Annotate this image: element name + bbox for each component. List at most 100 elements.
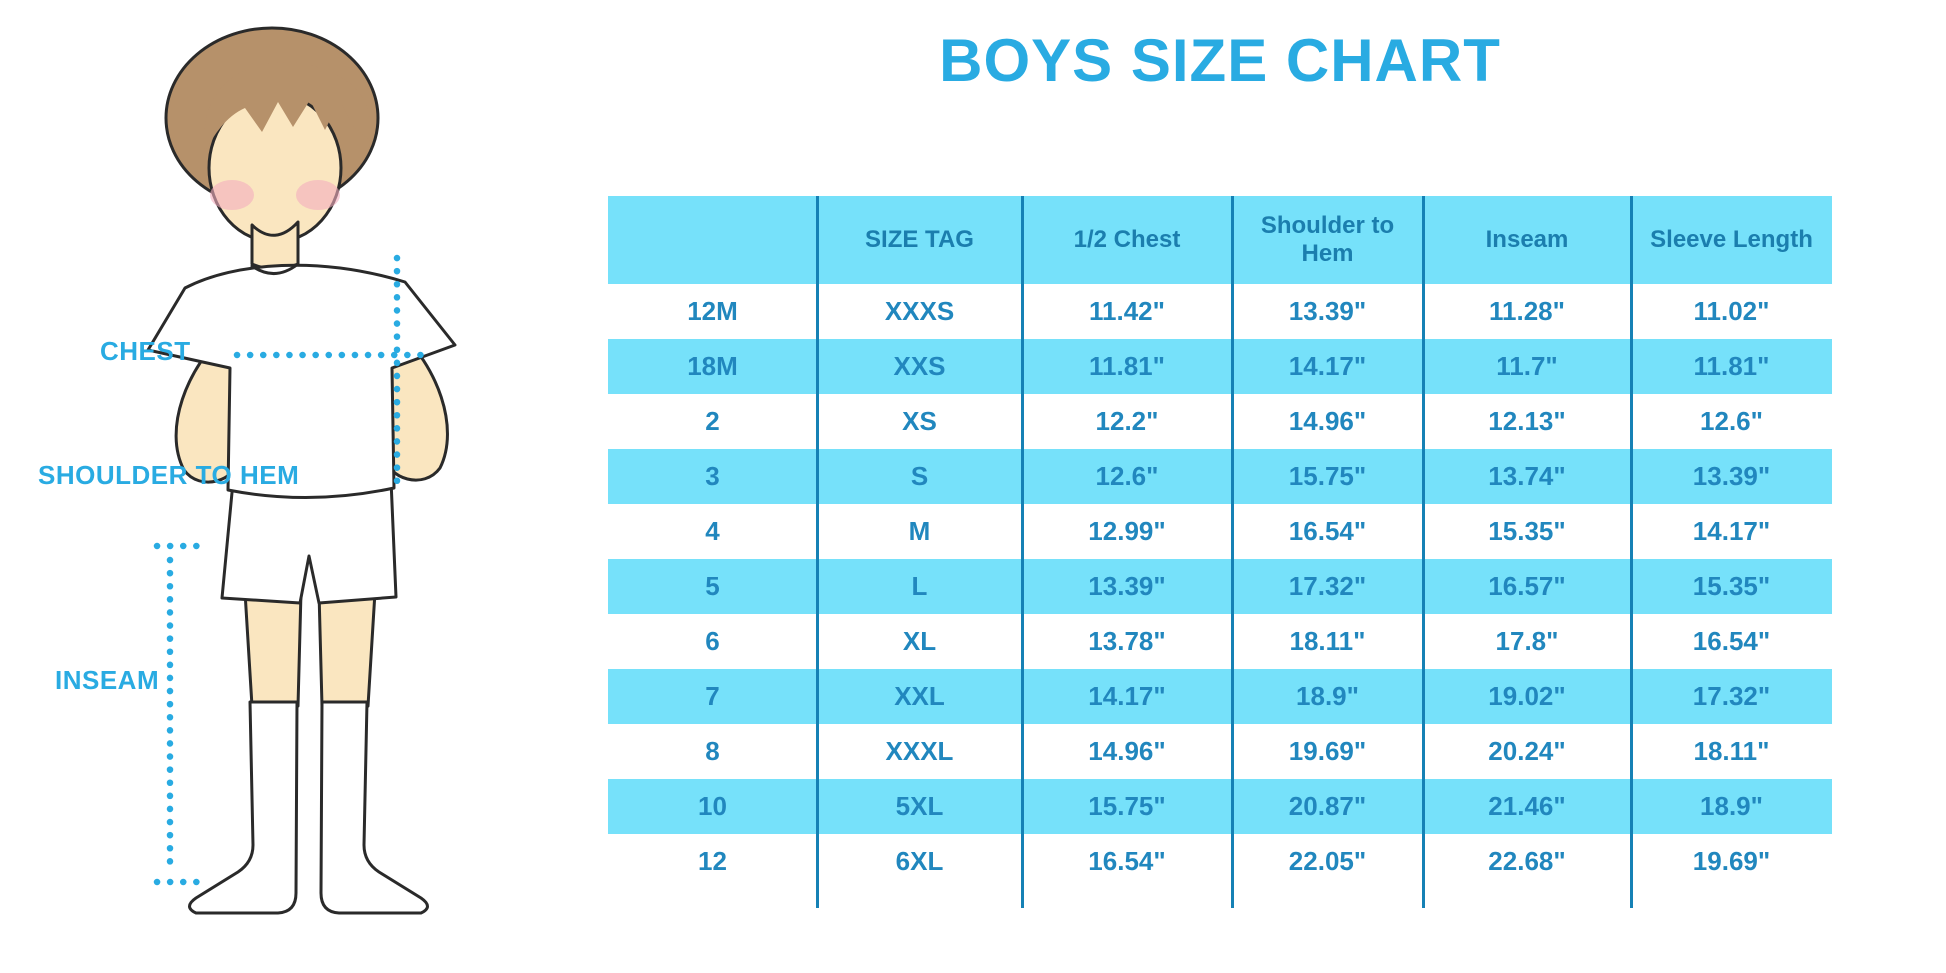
measurement-cell: 21.46" <box>1488 791 1566 821</box>
table-header-row: SIZE TAG 1/2 Chest Shoulder to Hem Inseam Sl… <box>608 196 1832 284</box>
column-header: Inseam <box>1485 226 1569 254</box>
measurement-cell: 16.57" <box>1488 571 1566 601</box>
measurement-cell: M <box>908 516 931 546</box>
measurement-cell: XS <box>902 406 937 436</box>
table-row: 6 XL 13.78" 18.11" 17.8" 16.54" <box>608 614 1832 669</box>
measurement-cell: 16.54" <box>1088 846 1166 876</box>
inseam-label: INSEAM <box>55 665 160 695</box>
measurement-cell: 19.69" <box>1692 846 1771 876</box>
measurement-cell: 5XL <box>895 791 944 821</box>
t-shirt <box>146 263 457 500</box>
measurement-cell: 15.35" <box>1488 516 1566 546</box>
measurement-cell: 14.17" <box>1692 516 1771 546</box>
measurement-cell: 22.05" <box>1288 846 1367 876</box>
boy-illustration: CHEST SHOULDER TO HEM INSEAM <box>0 0 520 973</box>
table-row: 18M XXS 11.81" 14.17" 11.7" 11.81" <box>608 339 1832 394</box>
measurement-cell: 20.87" <box>1288 791 1367 821</box>
size-cell: 6 <box>705 626 720 656</box>
measurement-cell: XXS <box>893 351 946 381</box>
table-row: 2 XS 12.2" 14.96" 12.13" 12.6" <box>608 394 1832 449</box>
table-row: 12M XXXS 11.42" 13.39" 11.28" 11.02" <box>608 284 1832 339</box>
measurement-cell: 18.11" <box>1289 626 1366 656</box>
size-cell: 12 <box>698 846 727 876</box>
table-body: 12M XXXS 11.42" 13.39" 11.28" 11.02" 18M XXS 11.… <box>608 284 1832 889</box>
column-divider-line <box>1230 196 1234 908</box>
measurement-cell: S <box>910 461 929 491</box>
size-cell: 5 <box>705 571 720 601</box>
measurement-cell: 13.78" <box>1088 626 1166 656</box>
hair-fringe <box>204 62 372 152</box>
size-cell: 2 <box>705 406 720 436</box>
right-leg <box>317 590 377 708</box>
measurement-cell: 15.75" <box>1288 461 1367 491</box>
column-divider-line <box>815 196 819 908</box>
measurement-cell: 11.7" <box>1496 351 1558 381</box>
column-header <box>608 196 817 284</box>
measurement-cell: 6XL <box>895 846 944 876</box>
measurement-cell: XXL <box>894 681 945 711</box>
table-row: 5 L 13.39" 17.32" 16.57" 15.35" <box>608 559 1832 614</box>
measurement-cell: 14.17" <box>1288 351 1367 381</box>
size-cell: 10 <box>698 791 727 821</box>
measurement-cell: 12.6" <box>1700 406 1763 436</box>
measurement-cell: 12.6" <box>1095 461 1159 491</box>
measurement-cell: 17.32" <box>1692 681 1771 711</box>
measurement-cell: 11.81" <box>1089 351 1165 381</box>
measurement-cell: 11.42" <box>1089 296 1165 326</box>
measurement-cell: 20.24" <box>1488 736 1566 766</box>
boy-figure-drawing <box>146 26 457 915</box>
measurement-cell: 12.13" <box>1488 406 1566 436</box>
column-divider-line <box>1629 196 1633 908</box>
table-row: 12 6XL 16.54" 22.05" 22.68" 19.69" <box>608 834 1832 889</box>
column-header: SIZE TAG <box>865 226 974 254</box>
measurement-cell: 17.8" <box>1495 626 1559 656</box>
column-header: 1/2 Chest <box>1073 226 1181 254</box>
measurement-cell: 11.02" <box>1693 296 1770 326</box>
chest-label: CHEST <box>100 336 191 366</box>
right-sock <box>319 700 429 915</box>
size-cell: 3 <box>705 461 720 491</box>
measurement-cell: 11.28" <box>1489 296 1565 326</box>
size-cell: 8 <box>705 736 720 766</box>
measurement-cell: 12.99" <box>1088 516 1166 546</box>
shorts <box>220 478 398 605</box>
measurement-cell: 19.69" <box>1288 736 1367 766</box>
column-divider-line <box>1020 196 1024 908</box>
blush-right <box>296 180 340 210</box>
column-header: Shoulder to Hem <box>1260 212 1395 267</box>
table-row: 7 XXL 14.17" 18.9" 19.02" 17.32" <box>608 669 1832 724</box>
column-header: Sleeve Length <box>1650 226 1813 254</box>
size-table: SIZE TAG 1/2 Chest Shoulder to Hem Inseam Sl… <box>608 196 1832 908</box>
measurement-cell: 17.32" <box>1288 571 1367 601</box>
measurement-cell: 12.2" <box>1095 406 1159 436</box>
table-row: 4 M 12.99" 16.54" 15.35" 14.17" <box>608 504 1832 559</box>
measurement-cell: 13.39" <box>1288 296 1367 326</box>
measurement-cell: 19.02" <box>1488 681 1566 711</box>
left-sock <box>188 700 299 915</box>
measurement-cell: 13.74" <box>1488 461 1566 491</box>
measurement-cell: 18.9" <box>1296 681 1359 711</box>
size-cell: 18M <box>687 351 738 381</box>
measurement-cell: 22.68" <box>1488 846 1566 876</box>
measurement-cell: XXXL <box>885 736 954 766</box>
table-row: 3 S 12.6" 15.75" 13.74" 13.39" <box>608 449 1832 504</box>
size-cell: 7 <box>705 681 720 711</box>
measurement-cell: XXXS <box>884 296 955 326</box>
blush-left <box>210 180 254 210</box>
table-row: 10 5XL 15.75" 20.87" 21.46" 18.9" <box>608 779 1832 834</box>
table-row: 8 XXXL 14.96" 19.69" 20.24" 18.11" <box>608 724 1832 779</box>
size-cell: 12M <box>687 296 738 326</box>
column-divider-line <box>1421 196 1425 908</box>
measurement-cell: 16.54" <box>1288 516 1367 546</box>
measurement-cell: 18.9" <box>1700 791 1763 821</box>
measurement-cell: 14.96" <box>1088 736 1166 766</box>
measurement-cell: 15.35" <box>1692 571 1771 601</box>
measurement-cell: 14.96" <box>1288 406 1367 436</box>
size-cell: 4 <box>705 516 720 546</box>
measurement-cell: 14.17" <box>1088 681 1166 711</box>
measurement-cell: 11.81" <box>1693 351 1770 381</box>
page-title: BOYS SIZE CHART <box>939 27 1501 94</box>
collar <box>250 262 300 275</box>
measurement-cell: 13.39" <box>1088 571 1166 601</box>
measurement-cell: XL <box>902 626 937 656</box>
